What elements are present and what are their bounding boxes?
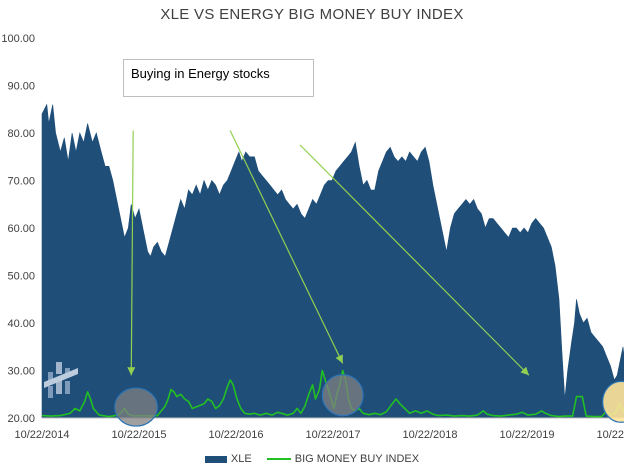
- annotation-box: Buying in Energy stocks: [123, 59, 314, 97]
- legend-label-xle: XLE: [230, 453, 252, 466]
- y-tick-label: 70.00: [7, 176, 35, 188]
- annotation-arrow: [229, 130, 344, 364]
- annotation-arrow: [130, 130, 134, 376]
- legend-label-index: BIG MONEY BUY INDEX: [294, 453, 420, 466]
- legend: XLE BIG MONEY BUY INDEX: [0, 453, 624, 465]
- annotation-arrows: [127, 130, 530, 376]
- big-money-buy-index-series: [41, 369, 624, 418]
- arrow-head: [127, 367, 136, 376]
- y-tick-label: 20.00: [7, 413, 35, 425]
- y-tick-label: 100.00: [1, 33, 35, 45]
- y-tick-label: 90.00: [7, 81, 35, 93]
- highlight-circle: [321, 374, 364, 417]
- x-tick-label: 10/22/2014: [14, 429, 69, 441]
- legend-swatch-xle: [204, 455, 227, 463]
- arrow-head: [335, 354, 343, 364]
- y-tick-label: 50.00: [7, 271, 35, 283]
- y-tick-label: 80.00: [7, 128, 35, 140]
- company-logo-icon: [44, 362, 78, 398]
- arrow-head: [520, 366, 529, 376]
- y-axis: 100.00 90.00 80.00 70.00 60.00 50.00 40.00 30.0…: [1, 33, 35, 425]
- annotation-arrow: [299, 144, 530, 376]
- x-tick-label: 10/22/2016: [208, 429, 263, 441]
- chart-title: XLE VS ENERGY BIG MONEY BUY INDEX: [160, 6, 464, 23]
- highlight-circles: [114, 374, 624, 427]
- legend-swatch-index: [266, 458, 291, 461]
- legend-item-xle: XLE: [204, 453, 252, 466]
- x-tick-label: 10/22/2020: [596, 429, 624, 441]
- big-money-buy-index-line: [41, 369, 624, 418]
- legend-item-index: BIG MONEY BUY INDEX: [266, 453, 420, 466]
- x-tick-label: 10/22/2018: [402, 429, 457, 441]
- y-tick-label: 60.00: [7, 223, 35, 235]
- y-tick-label: 30.00: [7, 366, 35, 378]
- y-tick-label: 40.00: [7, 318, 35, 330]
- x-tick-label: 10/22/2017: [305, 429, 360, 441]
- x-axis: 10/22/2014 10/22/2015 10/22/2016 10/22/2017…: [14, 429, 624, 441]
- highlight-circle: [114, 387, 159, 427]
- x-tick-label: 10/22/2015: [111, 429, 166, 441]
- x-tick-label: 10/22/2019: [499, 429, 554, 441]
- xle-area: [41, 103, 624, 419]
- highlight-circle: [602, 380, 624, 423]
